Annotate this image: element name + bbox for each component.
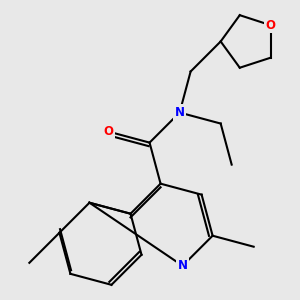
Text: O: O bbox=[103, 125, 113, 138]
Text: O: O bbox=[266, 19, 276, 32]
Text: N: N bbox=[175, 106, 184, 119]
Text: N: N bbox=[178, 259, 188, 272]
